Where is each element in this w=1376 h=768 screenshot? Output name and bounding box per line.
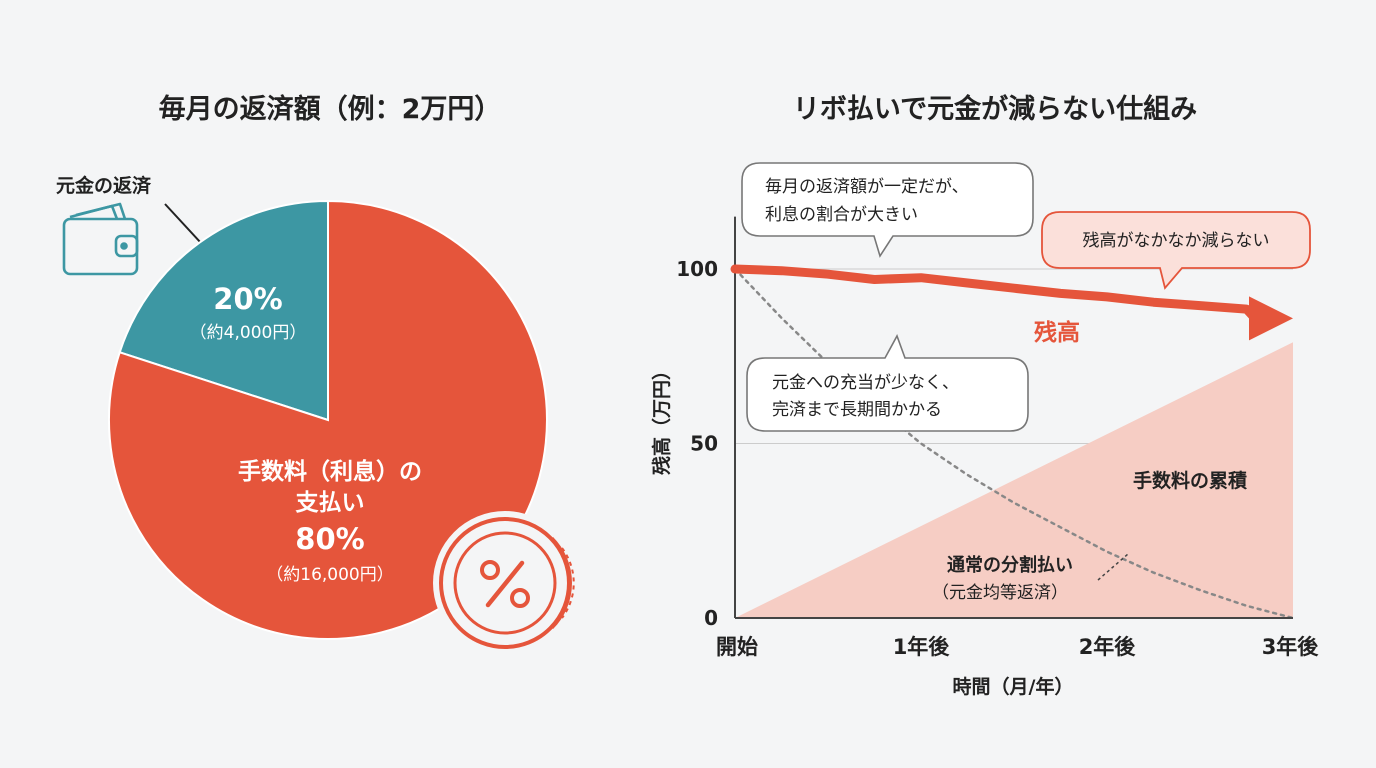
balance-callout: 残高がなかなか減らない xyxy=(1041,211,1311,290)
y-tick-label-50: 50 xyxy=(690,432,718,456)
pie-principal-amount: （約4,000円） xyxy=(190,323,307,343)
normal-installment-line1: 通常の分割払い xyxy=(947,554,1073,576)
pie-chart xyxy=(108,199,548,640)
pie-interest-amount: （約16,000円） xyxy=(266,565,393,585)
y-axis-label: 残高（万円） xyxy=(650,361,673,475)
ratio-callout-line1: 毎月の返済額が一定だが、 xyxy=(765,177,969,197)
percent-coin-icon xyxy=(433,511,577,655)
pie-interest-percent: 80% xyxy=(295,522,364,556)
x-tick-label-0: 開始 xyxy=(716,635,758,659)
x-axis-label: 時間（月/年） xyxy=(953,675,1074,698)
x-tick-label-3: 3年後 xyxy=(1262,635,1320,659)
pie-chart-title: 毎月の返済額（例：2万円） xyxy=(159,93,502,125)
fee-area xyxy=(735,342,1293,618)
wallet-icon xyxy=(62,202,139,276)
principal-callout-line2: 完済まで長期間かかる xyxy=(772,400,942,420)
balance-arrowhead xyxy=(1249,296,1293,341)
normal-installment-label: 通常の分割払い （元金均等返済） xyxy=(932,553,1129,603)
ratio-callout-line2: 利息の割合が大きい xyxy=(765,205,918,225)
pie-slice-principal xyxy=(118,199,329,422)
x-tick-label-2: 2年後 xyxy=(1079,635,1137,659)
x-tick-label-1: 1年後 xyxy=(893,635,951,659)
y-tick-label-0: 0 xyxy=(704,606,718,630)
balance-line xyxy=(730,264,1260,323)
principal-callout-label: 元金の返済 xyxy=(56,174,152,197)
fee-series-label: 手数料の累積 xyxy=(1133,469,1247,492)
pie-interest-label-line2: 支払い xyxy=(295,490,365,516)
line-chart-title: リボ払いで元金が減らない仕組み xyxy=(793,93,1197,125)
principal-callout: 元金への充当が少なく、 完済まで長期間かかる xyxy=(746,334,1029,432)
pie-principal-percent: 20% xyxy=(213,282,282,316)
ratio-callout: 毎月の返済額が一定だが、 利息の割合が大きい xyxy=(741,162,1034,258)
principal-callout-line1: 元金への充当が少なく、 xyxy=(772,373,959,393)
pie-interest-label-line1: 手数料（利息）の xyxy=(238,458,422,485)
balance-series-label: 残高 xyxy=(1034,319,1080,346)
normal-installment-line2: （元金均等返済） xyxy=(932,583,1068,603)
balance-callout-text: 残高がなかなか減らない xyxy=(1083,231,1270,251)
y-tick-label-100: 100 xyxy=(676,257,718,281)
normal-installment-line xyxy=(733,267,1295,620)
